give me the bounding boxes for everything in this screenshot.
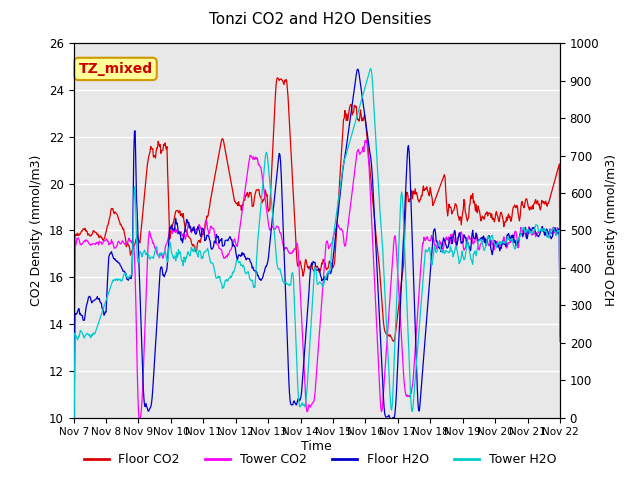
Text: Tonzi CO2 and H2O Densities: Tonzi CO2 and H2O Densities [209, 12, 431, 27]
Y-axis label: H2O Density (mmol/m3): H2O Density (mmol/m3) [605, 155, 618, 306]
Y-axis label: CO2 Density (mmol/m3): CO2 Density (mmol/m3) [30, 155, 44, 306]
Text: TZ_mixed: TZ_mixed [79, 62, 152, 76]
X-axis label: Time: Time [301, 440, 332, 453]
Legend: Floor CO2, Tower CO2, Floor H2O, Tower H2O: Floor CO2, Tower CO2, Floor H2O, Tower H… [79, 448, 561, 471]
